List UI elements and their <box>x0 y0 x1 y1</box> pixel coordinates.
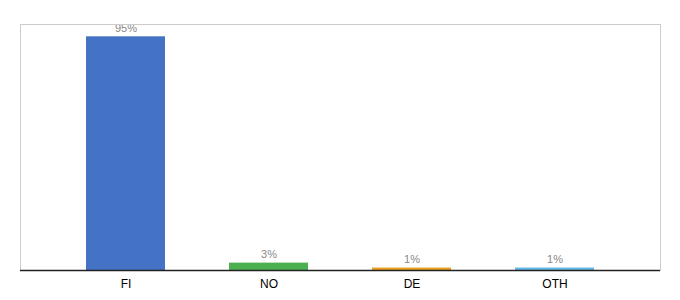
svg-text:NO: NO <box>260 277 278 291</box>
svg-text:1%: 1% <box>547 253 563 265</box>
svg-text:95%: 95% <box>115 22 137 34</box>
svg-text:OTH: OTH <box>542 277 567 291</box>
svg-text:3%: 3% <box>261 248 277 260</box>
svg-text:FI: FI <box>121 277 132 291</box>
svg-text:DE: DE <box>404 277 421 291</box>
svg-text:1%: 1% <box>404 253 420 265</box>
